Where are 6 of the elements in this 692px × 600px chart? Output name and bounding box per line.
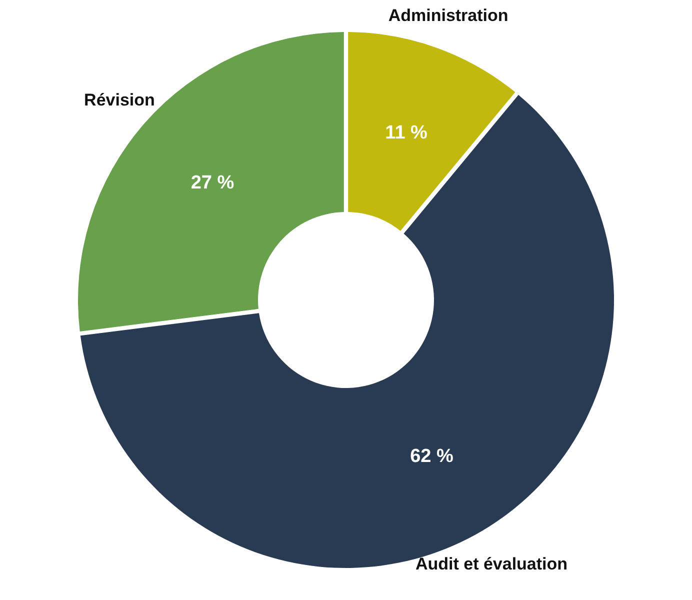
slice-label: Administration [388,6,508,25]
data-label: 62 % [410,446,454,467]
slice-label: Audit et évaluation [415,554,568,574]
data-label: 11 % [385,122,428,144]
data-label: 27 % [190,172,234,194]
slice-label: Révision [84,90,155,110]
